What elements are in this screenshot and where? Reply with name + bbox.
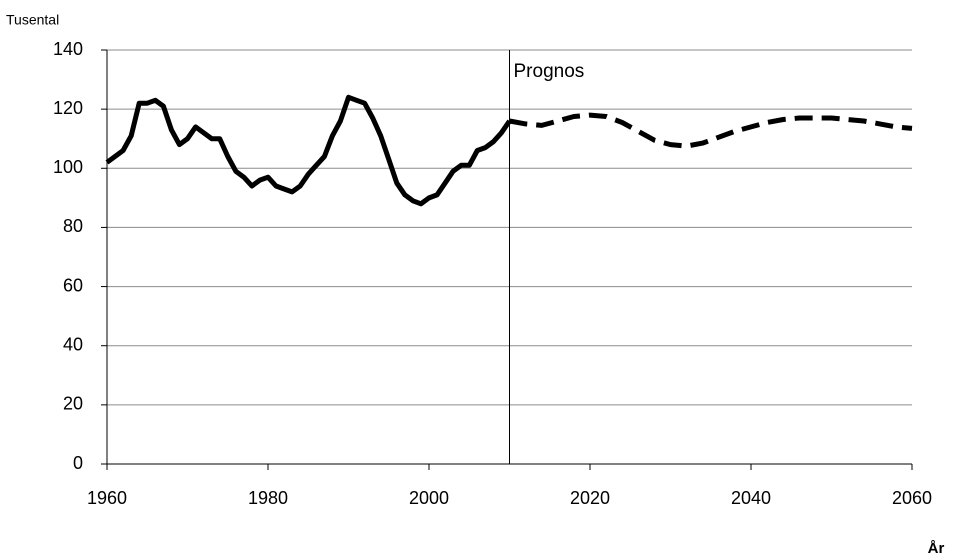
series-line	[105, 94, 512, 207]
y-tick-label: 60	[63, 275, 83, 295]
x-tick-label: 1980	[248, 488, 288, 508]
y-tick-label: 0	[73, 453, 83, 473]
y-tick-label: 40	[63, 334, 83, 354]
x-tick-label: 2020	[570, 488, 610, 508]
y-tick-label: 120	[53, 98, 83, 118]
y-axis-label: Tusental	[6, 12, 59, 28]
x-axis-label: År	[928, 540, 945, 557]
x-tick-label: 2060	[892, 488, 932, 508]
y-tick-label: 20	[63, 394, 83, 414]
x-tick-label: 2000	[409, 488, 449, 508]
series-line	[509, 112, 913, 149]
y-tick-label: 140	[53, 39, 83, 59]
x-tick-label: 1960	[87, 488, 127, 508]
y-tick-label: 80	[63, 216, 83, 236]
x-tick-label: 2040	[731, 488, 771, 508]
annotation: Prognos	[514, 61, 585, 82]
y-tick-label: 100	[53, 157, 83, 177]
